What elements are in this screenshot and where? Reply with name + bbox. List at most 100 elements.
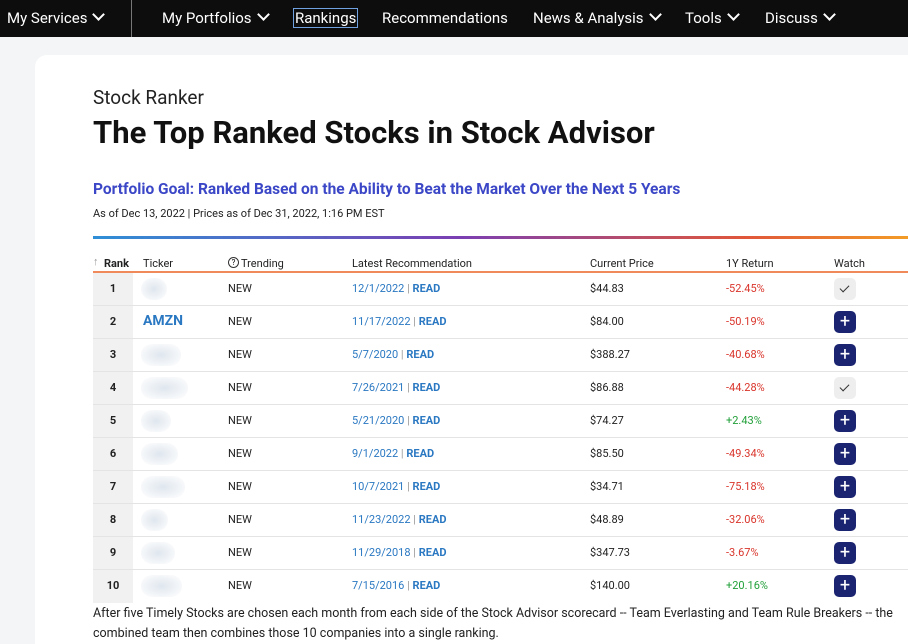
watch-button[interactable]: +: [834, 508, 856, 531]
watch-button[interactable]: +: [834, 574, 856, 597]
read-link[interactable]: READ: [418, 512, 447, 526]
price: $86.88: [590, 380, 624, 394]
watch-button[interactable]: +: [834, 409, 856, 432]
watch-button[interactable]: +: [834, 310, 856, 333]
read-link[interactable]: READ: [412, 281, 441, 295]
watching-button[interactable]: [834, 376, 856, 399]
row-separator: [93, 569, 908, 570]
separator: |: [398, 347, 407, 361]
column-header: Watch: [834, 257, 865, 270]
rank: 8: [109, 512, 117, 526]
nav-label: My Services: [7, 9, 88, 27]
recommendation[interactable]: 7/26/2021 | READ: [352, 381, 440, 394]
ticker[interactable]: AMZN: [143, 312, 184, 329]
watch-button[interactable]: +: [834, 541, 856, 564]
price: $34.71: [590, 479, 624, 493]
rec-date: 5/7/2020: [352, 347, 399, 361]
price: $74.27: [590, 413, 624, 427]
nav-item[interactable]: Recommendations: [382, 9, 508, 27]
blurred-ticker: [141, 442, 178, 465]
read-link[interactable]: READ: [418, 314, 447, 328]
column-header: 1Y Return: [726, 257, 774, 270]
read-link[interactable]: READ: [412, 578, 441, 592]
nav-divider: [131, 0, 132, 37]
recommendation[interactable]: 12/1/2022 | READ: [352, 282, 440, 295]
nav-label: News & Analysis: [533, 9, 644, 27]
rec-date: 11/17/2022: [352, 314, 411, 328]
nav-item[interactable]: Rankings: [293, 8, 359, 28]
nav-item[interactable]: My Portfolios: [162, 8, 270, 27]
as-of: As of Dec 13, 2022 | Prices as of Dec 31…: [93, 207, 385, 220]
blurred-ticker: [141, 376, 188, 399]
nav-item[interactable]: Discuss: [765, 8, 836, 27]
nav-item[interactable]: My Services: [7, 8, 106, 27]
price: $84.00: [590, 314, 624, 328]
blurred-ticker: [141, 343, 181, 366]
read-link[interactable]: READ: [418, 545, 447, 559]
chevron: [256, 8, 270, 21]
read-link[interactable]: READ: [412, 413, 441, 427]
read-link[interactable]: READ: [412, 380, 441, 394]
recommendation[interactable]: 5/21/2020 | READ: [352, 414, 440, 427]
row-separator: [93, 404, 908, 405]
price: $48.89: [590, 512, 624, 526]
recommendation[interactable]: 7/15/2016 | READ: [352, 579, 440, 592]
trending: NEW: [228, 479, 252, 493]
row-separator: [93, 503, 908, 504]
price: $85.50: [590, 446, 624, 460]
column-header[interactable]: Rank: [104, 257, 129, 270]
footer-note: After five Timely Stocks are chosen each…: [93, 606, 893, 641]
recommendation[interactable]: 5/7/2020 | READ: [352, 348, 434, 361]
recommendation[interactable]: 10/7/2021 | READ: [352, 480, 440, 493]
one-year-return: -3.67%: [726, 545, 759, 559]
separator: |: [410, 314, 419, 328]
column-header: Latest Recommendation: [352, 257, 472, 270]
separator: |: [410, 545, 419, 559]
rank: 9: [109, 545, 117, 559]
row-separator: [93, 338, 908, 339]
recommendation[interactable]: 11/29/2018 | READ: [352, 546, 446, 559]
watching-button[interactable]: [834, 277, 856, 300]
rank-column-bg: [93, 273, 133, 603]
rank: 2: [109, 314, 117, 328]
recommendation[interactable]: 11/17/2022 | READ: [352, 315, 446, 328]
recommendation[interactable]: 9/1/2022 | READ: [352, 447, 434, 460]
trending: NEW: [228, 578, 252, 592]
blurred-ticker: [141, 277, 167, 300]
watch-button[interactable]: +: [834, 442, 856, 465]
gradient-rule: [93, 236, 908, 239]
watch-button[interactable]: +: [834, 475, 856, 498]
column-header: Ticker: [143, 257, 174, 270]
row-separator: [93, 371, 908, 372]
column-header: Current Price: [590, 257, 654, 270]
read-link[interactable]: READ: [412, 479, 441, 493]
header-rule: [93, 271, 908, 273]
nav-item[interactable]: News & Analysis: [533, 8, 662, 27]
separator: |: [404, 281, 413, 295]
trending: NEW: [228, 545, 252, 559]
nav-item[interactable]: Tools: [685, 8, 740, 27]
help-icon: ?: [228, 257, 239, 268]
rank: 10: [106, 578, 120, 592]
separator: |: [404, 578, 413, 592]
one-year-return: -44.28%: [726, 380, 765, 394]
blurred-ticker: [141, 541, 175, 564]
price: $44.83: [590, 281, 624, 295]
read-link[interactable]: READ: [406, 446, 435, 460]
row-separator: [93, 470, 908, 471]
rank: 4: [109, 380, 117, 394]
rank: 7: [109, 479, 117, 493]
rank: 6: [109, 446, 117, 460]
separator: |: [410, 512, 419, 526]
portfolio-goal: Portfolio Goal: Ranked Based on the Abil…: [93, 180, 681, 198]
watch-button[interactable]: +: [834, 343, 856, 366]
one-year-return: -49.34%: [726, 446, 765, 460]
rec-date: 7/15/2016: [352, 578, 405, 592]
read-link[interactable]: READ: [406, 347, 435, 361]
row-separator: [93, 305, 908, 306]
column-header: Trending: [241, 257, 284, 270]
rec-date: 10/7/2021: [352, 479, 405, 493]
recommendation[interactable]: 11/23/2022 | READ: [352, 513, 446, 526]
rec-date: 9/1/2022: [352, 446, 399, 460]
